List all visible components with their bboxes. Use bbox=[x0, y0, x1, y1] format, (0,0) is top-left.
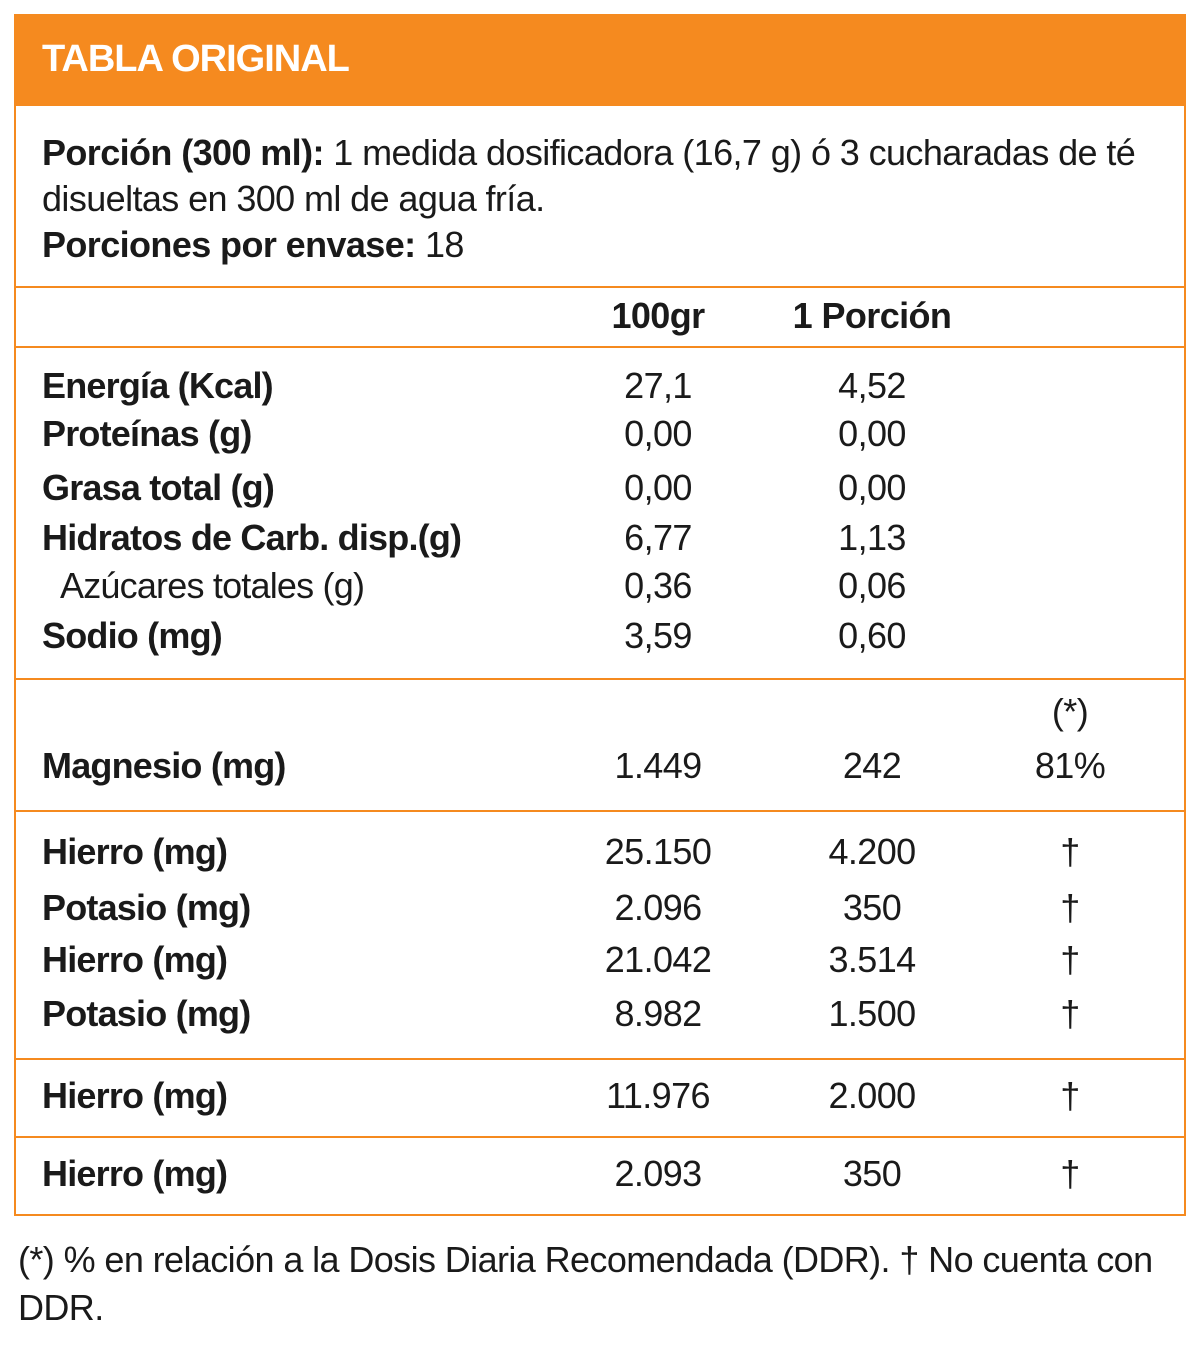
cell-value: † bbox=[1060, 993, 1080, 1034]
column-header: 1 Porción bbox=[792, 295, 952, 336]
row-label: Grasa total (g) bbox=[42, 467, 275, 508]
cell-value: † bbox=[1060, 887, 1080, 928]
cell-value: 0,00 bbox=[624, 413, 692, 454]
divider bbox=[14, 1136, 1186, 1138]
cell-value: 3.514 bbox=[828, 939, 916, 980]
cell-value: † bbox=[1060, 939, 1080, 980]
cell-value: 27,1 bbox=[624, 365, 692, 406]
cell-value: 350 bbox=[842, 1153, 902, 1194]
row-label: Hidratos de Carb. disp.(g) bbox=[42, 517, 462, 558]
cell-value: 3,59 bbox=[624, 615, 692, 656]
cell-value: 25.150 bbox=[604, 831, 712, 872]
row-label: Magnesio (mg) bbox=[42, 745, 286, 786]
divider bbox=[14, 678, 1186, 680]
cell-value: 2.096 bbox=[614, 887, 702, 928]
cell-value: 1.500 bbox=[828, 993, 916, 1034]
cell-value: 0,00 bbox=[838, 413, 906, 454]
row-label: Energía (Kcal) bbox=[42, 365, 274, 406]
divider bbox=[14, 1058, 1186, 1060]
cell-value: 11.976 bbox=[606, 1075, 710, 1116]
row-label: Hierro (mg) bbox=[42, 1075, 228, 1116]
cell-value: † bbox=[1060, 831, 1080, 872]
row-label: Hierro (mg) bbox=[42, 831, 228, 872]
row-label: Potasio (mg) bbox=[42, 887, 251, 928]
divider bbox=[14, 286, 1186, 288]
cell-value: 350 bbox=[842, 887, 902, 928]
cell-value: 2.093 bbox=[614, 1153, 702, 1194]
header-bar bbox=[14, 14, 1186, 106]
footnote: (*) % en relación a la Dosis Diaria Reco… bbox=[18, 1239, 1153, 1328]
cell-value: 8.982 bbox=[614, 993, 702, 1034]
row-label: Azúcares totales (g) bbox=[60, 565, 365, 606]
row-label: Proteínas (g) bbox=[42, 413, 252, 454]
cell-value: 1,13 bbox=[838, 517, 906, 558]
cell-value: † bbox=[1060, 1075, 1080, 1116]
divider bbox=[14, 810, 1186, 812]
title: TABLA ORIGINAL bbox=[42, 38, 350, 80]
cell-value: † bbox=[1060, 1153, 1080, 1194]
cell-value: 0,06 bbox=[838, 565, 906, 606]
cell-value: 0,00 bbox=[838, 467, 906, 508]
cell-value: 2.000 bbox=[828, 1075, 916, 1116]
cell-value: 0,60 bbox=[838, 615, 906, 656]
divider bbox=[14, 346, 1186, 348]
portion-label: Porción (300 ml): bbox=[42, 132, 324, 173]
cell-value: 81% bbox=[1034, 745, 1106, 786]
cell-value: 242 bbox=[842, 745, 902, 786]
servings-value: 18 bbox=[424, 224, 464, 265]
row-label: Potasio (mg) bbox=[42, 993, 251, 1034]
cell-value: 4.200 bbox=[828, 831, 916, 872]
cell-value: 0,00 bbox=[624, 467, 692, 508]
row-label: Hierro (mg) bbox=[42, 1153, 228, 1194]
row-label: Sodio (mg) bbox=[42, 615, 223, 656]
servings-label: Porciones por envase: bbox=[42, 224, 416, 265]
portion-text: 1 medida dosificadora (16,7 g) ó 3 cucha… bbox=[42, 132, 1136, 219]
cell-value: 6,77 bbox=[624, 517, 692, 558]
cell-value: 0,36 bbox=[624, 565, 692, 606]
daily-note: (*) bbox=[1051, 691, 1089, 732]
serving-info: Porción (300 ml): 1 medida dosificadora … bbox=[42, 130, 1177, 268]
row-label: Hierro (mg) bbox=[42, 939, 228, 980]
cell-value: 4,52 bbox=[838, 365, 906, 406]
table-frame bbox=[14, 14, 1186, 1216]
column-header: 100gr bbox=[611, 295, 705, 336]
cell-value: 1.449 bbox=[614, 745, 702, 786]
cell-value: 21.042 bbox=[604, 939, 712, 980]
